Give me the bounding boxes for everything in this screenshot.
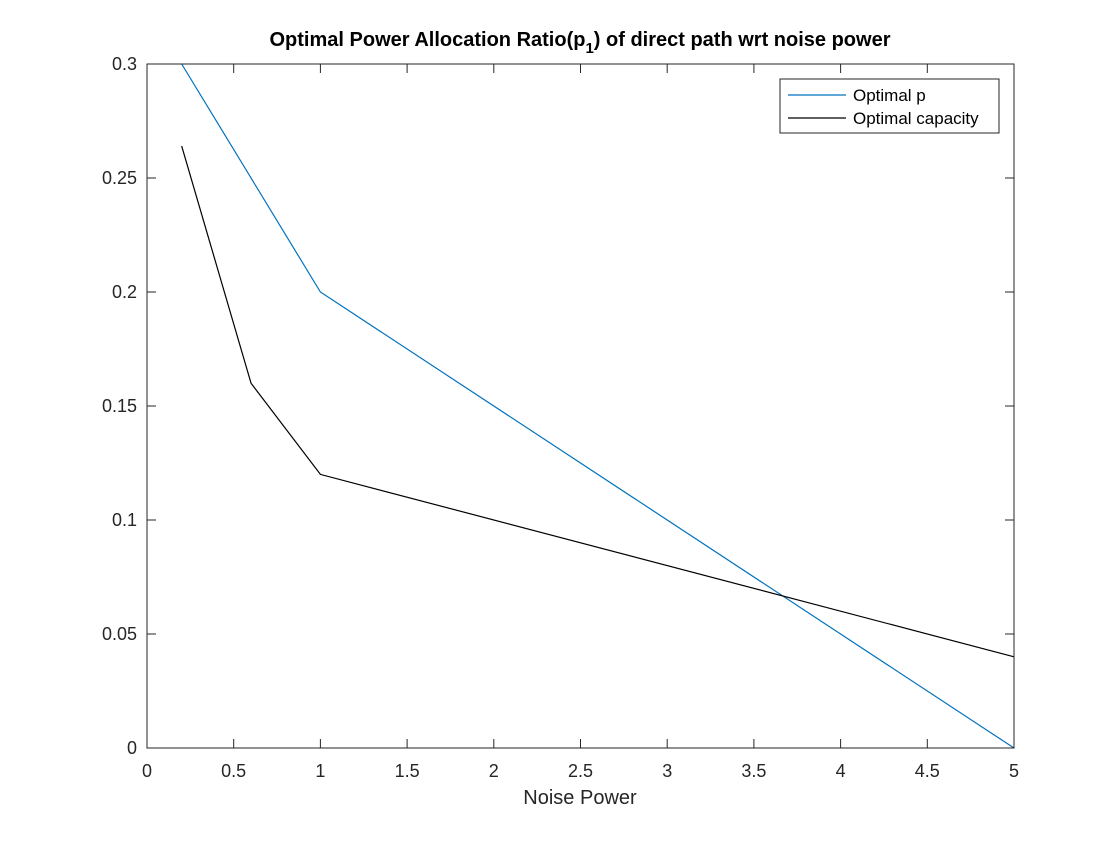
x-tick-label: 3 (662, 761, 672, 781)
x-tick-label: 1 (315, 761, 325, 781)
x-tick-label: 5 (1009, 761, 1019, 781)
series-line-1 (181, 63, 1015, 749)
axes-box (146, 63, 1015, 749)
series-line-2 (181, 145, 1015, 658)
y-tick-label: 0.2 (112, 282, 137, 302)
chart-title-suffix: ) of direct path wrt noise power (594, 29, 891, 51)
x-tick-label: 0.5 (221, 761, 246, 781)
series-layer (181, 63, 1015, 749)
y-tick-label: 0.25 (102, 168, 137, 188)
x-tick-label: 2 (489, 761, 499, 781)
chart-title-prefix: Optimal Power Allocation Ratio(p (270, 29, 586, 51)
x-tick-label: 4.5 (915, 761, 940, 781)
x-tick-label: 3.5 (741, 761, 766, 781)
ticks-layer: 0 0.5 1 1.5 2 2.5 3 3.5 4 4.5 5 0 0.05 0.1 0.15 0.2 0.25… (102, 54, 1019, 781)
chart-title-subscript: 1 (585, 40, 593, 57)
y-tick-label: 0.1 (112, 510, 137, 530)
x-tick-label: 4 (836, 761, 846, 781)
x-tick-label: 2.5 (568, 761, 593, 781)
legend-label-1: Optimal p (853, 86, 926, 105)
chart-title: Optimal Power Allocation Ratio(p1) of di… (270, 29, 891, 57)
legend-label-2: Optimal capacity (853, 109, 979, 128)
x-tick-label: 0 (142, 761, 152, 781)
legend-box (779, 78, 1000, 134)
x-axis-label: Noise Power (523, 787, 637, 809)
x-tick-label: 1.5 (395, 761, 420, 781)
y-tick-label: 0.3 (112, 54, 137, 74)
y-tick-label: 0 (127, 738, 137, 758)
legend: Optimal p Optimal capacity (779, 78, 1000, 134)
y-tick-label: 0.05 (102, 624, 137, 644)
y-tick-label: 0.15 (102, 396, 137, 416)
